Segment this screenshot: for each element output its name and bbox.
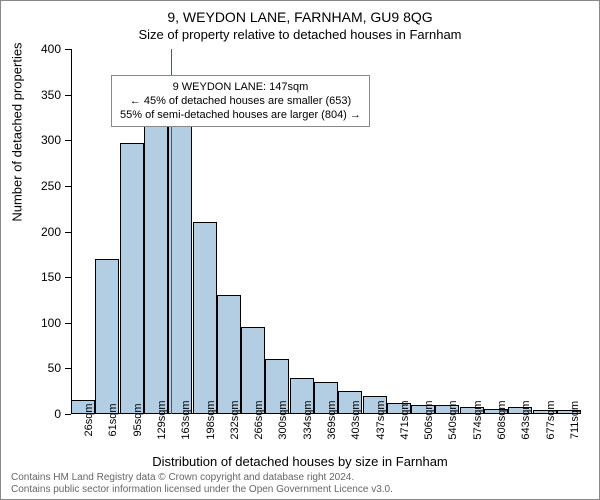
- chart-container: 9, WEYDON LANE, FARNHAM, GU9 8QG Size of…: [0, 0, 600, 500]
- x-tick-label: 403sqm: [350, 400, 362, 439]
- attribution-line-1: Contains HM Land Registry data © Crown c…: [11, 472, 393, 484]
- y-tick-label: 250: [41, 179, 61, 193]
- x-tick-label: 129sqm: [156, 400, 168, 439]
- x-tick-label: 677sqm: [545, 400, 557, 439]
- x-tick-label: 26sqm: [83, 403, 95, 436]
- chart-title-main: 9, WEYDON LANE, FARNHAM, GU9 8QG: [1, 9, 599, 25]
- annotation-line: ← 45% of detached houses are smaller (65…: [120, 94, 361, 108]
- y-tick-label: 400: [41, 42, 61, 56]
- y-axis-title: Number of detached properties: [10, 42, 25, 221]
- attribution-text: Contains HM Land Registry data © Crown c…: [11, 472, 393, 496]
- chart-title-sub: Size of property relative to detached ho…: [1, 27, 599, 42]
- y-tick: [65, 140, 71, 141]
- y-tick: [65, 49, 71, 50]
- y-tick-label: 150: [41, 270, 61, 284]
- histogram-bar: [120, 143, 144, 414]
- y-tick: [65, 186, 71, 187]
- y-tick-label: 50: [48, 361, 61, 375]
- histogram-bar: [217, 295, 241, 414]
- y-tick: [65, 414, 71, 415]
- x-tick-label: 266sqm: [253, 400, 265, 439]
- attribution-line-2: Contains public sector information licen…: [11, 484, 393, 496]
- annotation-line: 9 WEYDON LANE: 147sqm: [120, 80, 361, 94]
- x-axis-title: Distribution of detached houses by size …: [1, 454, 599, 469]
- x-tick-label: 506sqm: [423, 400, 435, 439]
- y-tick: [65, 232, 71, 233]
- histogram-bar: [168, 117, 192, 414]
- annotation-line: 55% of semi-detached houses are larger (…: [120, 108, 361, 122]
- x-tick-label: 369sqm: [326, 400, 338, 439]
- y-tick-label: 0: [54, 407, 61, 421]
- y-tick: [65, 368, 71, 369]
- y-axis: [71, 49, 72, 414]
- x-tick-label: 163sqm: [180, 400, 192, 439]
- y-tick-label: 350: [41, 88, 61, 102]
- x-tick-label: 608sqm: [496, 400, 508, 439]
- plot-area: 05010015020025030035040026sqm61sqm95sqm1…: [71, 49, 581, 414]
- x-tick-label: 643sqm: [520, 400, 532, 439]
- x-tick-label: 574sqm: [472, 400, 484, 439]
- histogram-bar: [193, 222, 217, 414]
- histogram-bar: [144, 113, 168, 414]
- x-tick-label: 334sqm: [302, 400, 314, 439]
- x-tick-label: 711sqm: [569, 401, 581, 439]
- x-tick-label: 300sqm: [277, 400, 289, 439]
- y-tick-label: 100: [41, 316, 61, 330]
- x-tick-label: 95sqm: [132, 403, 144, 436]
- annotation-box: 9 WEYDON LANE: 147sqm← 45% of detached h…: [111, 75, 370, 128]
- x-tick-label: 198sqm: [205, 400, 217, 439]
- y-tick: [65, 323, 71, 324]
- x-tick-label: 232sqm: [229, 400, 241, 439]
- x-tick-label: 61sqm: [107, 403, 119, 436]
- y-tick: [65, 277, 71, 278]
- x-tick-label: 437sqm: [375, 400, 387, 439]
- histogram-bar: [95, 259, 119, 414]
- y-tick-label: 200: [41, 225, 61, 239]
- y-tick-label: 300: [41, 133, 61, 147]
- x-tick-label: 540sqm: [447, 400, 459, 439]
- y-tick: [65, 95, 71, 96]
- x-tick-label: 471sqm: [399, 400, 411, 439]
